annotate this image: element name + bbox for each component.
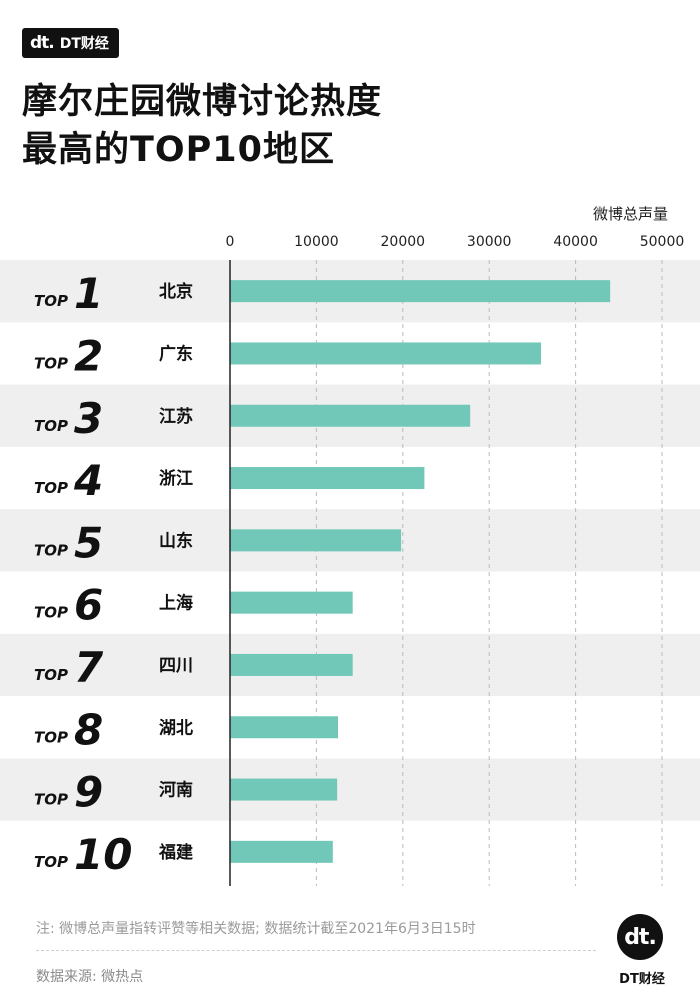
category-label: 四川	[159, 656, 193, 676]
category-label: 广东	[159, 343, 193, 364]
brand-logo-icon: dt.	[30, 33, 55, 53]
rank-prefix: TOP	[34, 541, 68, 559]
rank-number: 7	[74, 643, 104, 692]
rank-number: 3	[74, 394, 103, 443]
tick-label: 30000	[467, 234, 512, 250]
brand-name: DT财经	[59, 36, 109, 52]
bar	[230, 778, 338, 801]
rank-number: 2	[74, 331, 103, 380]
category-label: 山东	[159, 530, 193, 551]
bar	[230, 840, 333, 863]
chart-title: 摩尔庄园微博讨论热度 最高的TOP10地区	[22, 78, 682, 174]
category-label: 江苏	[159, 406, 193, 427]
footer-source: 数据来源: 微热点	[36, 969, 144, 985]
rank-prefix: TOP	[34, 417, 68, 435]
rank-prefix: TOP	[34, 479, 68, 497]
bar	[230, 404, 471, 427]
rank-number: 8	[74, 705, 103, 754]
bar	[230, 591, 353, 614]
footer-note: 注: 微博总声量指转评赞等相关数据; 数据统计截至2021年6月3日15时	[36, 921, 476, 937]
tick-label: 40000	[553, 234, 598, 250]
rank-number: 9	[74, 768, 103, 817]
rank-number: 4	[73, 456, 103, 505]
tick-label: 50000	[640, 234, 685, 250]
tick-label: 20000	[381, 234, 426, 250]
rank-prefix: TOP	[34, 292, 68, 310]
axis-title: 微博总声量	[593, 205, 668, 223]
footer-divider	[36, 950, 596, 951]
rank-prefix: TOP	[34, 666, 68, 684]
dt-logo-icon: dt.	[617, 914, 663, 960]
category-label: 北京	[159, 281, 193, 302]
row-band	[0, 758, 700, 821]
category-label: 福建	[158, 842, 193, 863]
bar-chart: 微博总声量 0 10000 20000 30000 40000 50000 北京 TOP 1 广东 T…	[0, 205, 700, 886]
rank-prefix: TOP	[34, 604, 68, 622]
bar	[230, 716, 338, 739]
brand-tag: dt. DT财经	[22, 28, 119, 58]
rank-number: 5	[74, 518, 103, 567]
chart-title-line-1: 摩尔庄园微博讨论热度	[22, 82, 383, 122]
bar	[230, 529, 402, 552]
footer-brand-name: DT财经	[619, 972, 665, 987]
rank-prefix: TOP	[34, 791, 68, 809]
bar	[230, 467, 425, 490]
chart-title-line-2: 最高的TOP10地区	[22, 130, 335, 170]
rank-number: 10	[74, 830, 132, 879]
category-label: 河南	[159, 780, 193, 801]
rank-prefix: TOP	[34, 728, 68, 746]
bar	[230, 280, 611, 303]
rank-prefix: TOP	[34, 354, 68, 372]
bar	[230, 342, 542, 365]
category-label: 上海	[159, 593, 193, 614]
category-label: 湖北	[159, 718, 193, 738]
rank-prefix: TOP	[34, 853, 68, 871]
category-label: 浙江	[159, 468, 193, 489]
tick-label: 10000	[294, 234, 339, 250]
bar	[230, 653, 353, 676]
rank-number: 1	[74, 269, 103, 318]
rank-number: 6	[74, 581, 103, 630]
tick-label: 0	[226, 234, 235, 250]
